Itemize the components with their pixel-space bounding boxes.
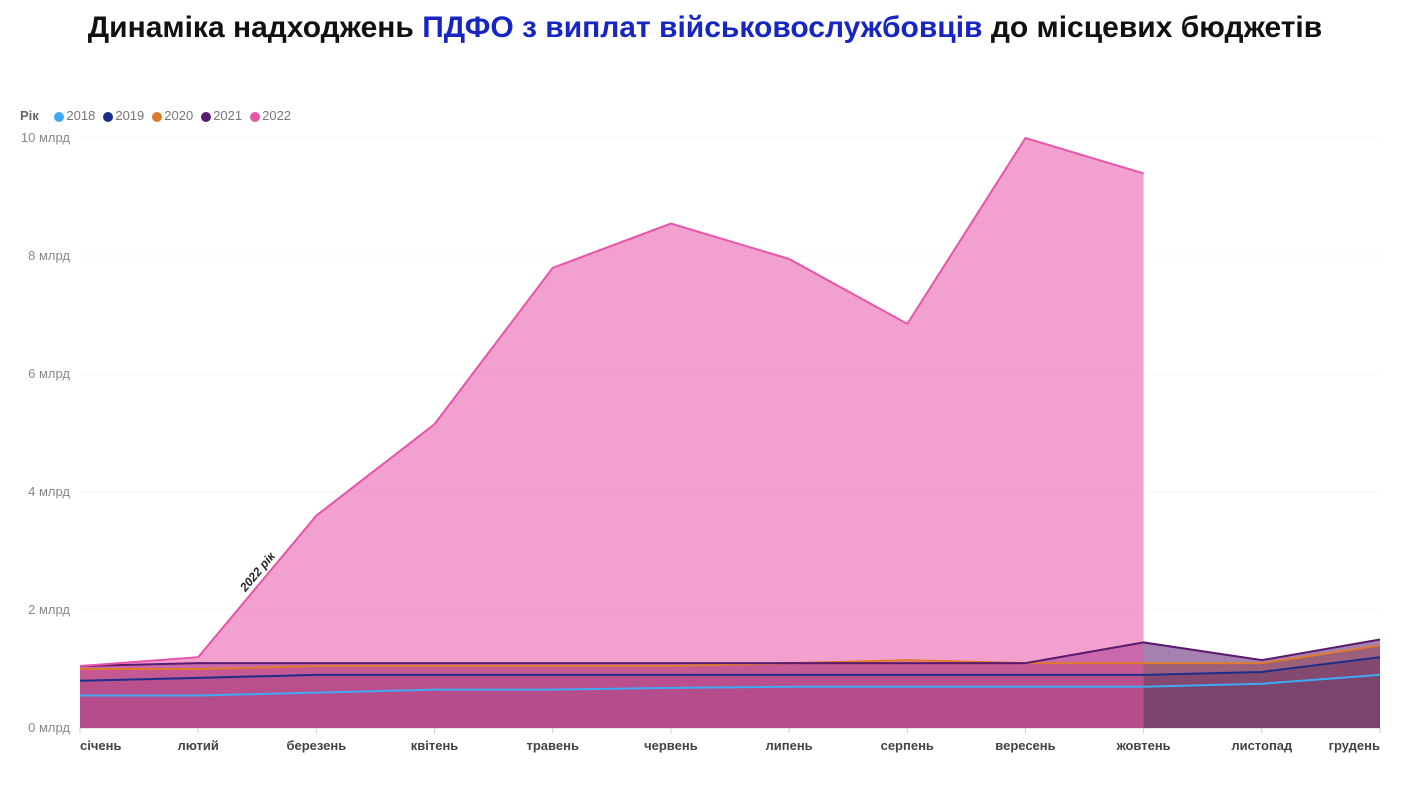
legend-dot-2018 (54, 112, 64, 122)
y-tick-label: 6 млрд (28, 366, 70, 381)
x-tick-label: червень (644, 738, 698, 753)
y-tick-label: 2 млрд (28, 602, 70, 617)
x-tick-label: грудень (1329, 738, 1380, 753)
x-tick-label: квітень (411, 738, 459, 753)
legend-label: Рік (20, 108, 39, 123)
chart-svg: 0 млрд 2 млрд 4 млрд 6 млрд 8 млрд 10 млрд січ… (20, 128, 1390, 768)
title-highlight: ПДФО з виплат військовослужбовців (422, 11, 982, 44)
x-tick-label: березень (286, 738, 346, 753)
series-area-2022 (80, 138, 1144, 728)
title-part2: до місцевих бюджетів (982, 11, 1322, 44)
legend-series-2020: 2020 (164, 108, 193, 123)
x-tick-label: травень (527, 738, 579, 753)
chart-title: Динаміка надходжень ПДФО з виплат військ… (0, 8, 1410, 49)
y-tick-label: 10 млрд (21, 130, 71, 145)
x-tick-label: серпень (881, 738, 934, 753)
x-tick-label: вересень (995, 738, 1055, 753)
legend-series-2018: 2018 (66, 108, 95, 123)
legend-series-2022: 2022 (262, 108, 291, 123)
y-tick-label: 8 млрд (28, 248, 70, 263)
legend-dot-2021 (201, 112, 211, 122)
legend: Рік 2018 2019 2020 2021 2022 (20, 108, 291, 123)
y-tick-label: 4 млрд (28, 484, 70, 499)
x-tick-label: липень (765, 738, 812, 753)
x-tick-label: лютий (177, 738, 218, 753)
legend-dot-2020 (152, 112, 162, 122)
legend-series-2021: 2021 (213, 108, 242, 123)
legend-series-2019: 2019 (115, 108, 144, 123)
legend-dot-2019 (103, 112, 113, 122)
x-tick-label: жовтень (1116, 738, 1171, 753)
y-tick-label: 0 млрд (28, 720, 70, 735)
x-tick-label: січень (80, 738, 121, 753)
chart: 0 млрд 2 млрд 4 млрд 6 млрд 8 млрд 10 млрд січ… (20, 128, 1390, 768)
legend-dot-2022 (250, 112, 260, 122)
x-tick-label: листопад (1231, 738, 1293, 753)
title-part1: Динаміка надходжень (88, 11, 422, 44)
